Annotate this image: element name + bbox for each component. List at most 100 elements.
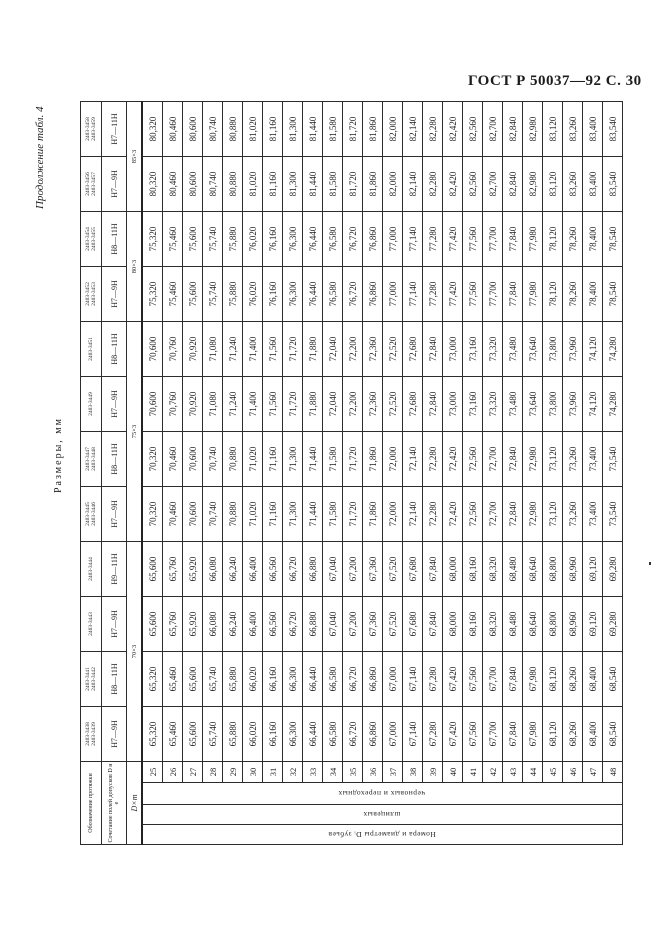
tolerance-cell: H8—11H bbox=[101, 431, 127, 487]
table-row: 41 67,560 67,560 68,160 68,160 72,560 72,560 73… bbox=[462, 101, 483, 845]
designation-cell: 2403-3451 bbox=[80, 321, 102, 377]
diameter-value: 74,120 bbox=[582, 376, 603, 432]
roughing-side-label-text: черновых и переходных bbox=[337, 789, 426, 798]
diameter-value: 65,600 bbox=[142, 541, 163, 597]
diameter-value: 82,280 bbox=[422, 156, 443, 212]
diameter-value: 73,320 bbox=[482, 376, 503, 432]
diameter-value: 77,840 bbox=[502, 211, 523, 267]
diameter-value: 65,880 bbox=[222, 651, 243, 707]
diameter-value: 67,360 bbox=[362, 541, 383, 597]
diameter-value: 70,880 bbox=[222, 486, 243, 542]
diameter-value: 66,720 bbox=[282, 596, 303, 652]
table-row: 29 65,880 65,880 66,240 66,240 70,880 70,880 71… bbox=[222, 101, 243, 845]
diameter-value: 83,260 bbox=[562, 101, 583, 157]
header-row-tolerance: Сочетание полей допусков D и e H7—9H H8—11… bbox=[101, 101, 127, 845]
diameter-value: 66,020 bbox=[242, 651, 263, 707]
designation-cell: 2403-3456 2403-3457 bbox=[80, 156, 102, 212]
diameter-value: 70,740 bbox=[202, 486, 223, 542]
tolerance-cell: H7—9H bbox=[101, 486, 127, 542]
diameter-value: 81,860 bbox=[362, 101, 383, 157]
diameter-value: 70,600 bbox=[182, 431, 203, 487]
diameter-value: 76,440 bbox=[302, 211, 323, 267]
diameter-value: 76,300 bbox=[282, 266, 303, 322]
rotated-table-frame: Обозначение протяжки 2403-3438 2403-3439 24… bbox=[80, 101, 623, 845]
diameter-value: 73,480 bbox=[502, 321, 523, 377]
diameter-value: 68,120 bbox=[542, 706, 563, 762]
diameter-value: 82,980 bbox=[522, 156, 543, 212]
diameter-value: 77,700 bbox=[482, 266, 503, 322]
diameter-value: 72,980 bbox=[522, 431, 543, 487]
tolerance-cell: H8—11H bbox=[101, 211, 127, 267]
diameter-value: 65,600 bbox=[142, 596, 163, 652]
finishing-side-label-text: шлицевых bbox=[362, 810, 401, 819]
diameter-value: 83,400 bbox=[582, 101, 603, 157]
table-row: 48 68,540 68,540 69,280 69,280 73,540 73,540 74… bbox=[602, 101, 623, 845]
tooth-number: 27 bbox=[182, 761, 203, 783]
diameter-value: 66,720 bbox=[342, 706, 363, 762]
diameter-value: 77,560 bbox=[462, 211, 483, 267]
tooth-number: 38 bbox=[402, 761, 423, 783]
diameter-value: 72,420 bbox=[442, 486, 463, 542]
tooth-number: 41 bbox=[462, 761, 483, 783]
diameter-value: 71,440 bbox=[302, 431, 323, 487]
header-row-module: D×m 70×3 75×3 80×3 85×3 bbox=[126, 101, 142, 845]
diameter-value: 67,360 bbox=[362, 596, 383, 652]
diameter-value: 67,840 bbox=[502, 651, 523, 707]
tooth-number: 35 bbox=[342, 761, 363, 783]
tooth-number: 43 bbox=[502, 761, 523, 783]
diameter-value: 66,160 bbox=[262, 651, 283, 707]
tolerance-cell: H8—11H bbox=[101, 651, 127, 707]
diameter-value: 72,560 bbox=[462, 486, 483, 542]
diameter-value: 73,000 bbox=[442, 376, 463, 432]
diameter-value: 82,280 bbox=[422, 101, 443, 157]
diameter-value: 67,700 bbox=[482, 706, 503, 762]
diameter-value: 72,520 bbox=[382, 321, 403, 377]
diameter-value: 65,320 bbox=[142, 706, 163, 762]
tooth-number: 42 bbox=[482, 761, 503, 783]
diameter-value: 67,840 bbox=[422, 596, 443, 652]
diameter-value: 83,400 bbox=[582, 156, 603, 212]
diameter-value: 65,760 bbox=[162, 596, 183, 652]
diameter-value: 68,800 bbox=[542, 541, 563, 597]
diameter-value: 67,560 bbox=[462, 706, 483, 762]
diameter-value: 66,400 bbox=[242, 596, 263, 652]
designation-line: 2403-3455 bbox=[91, 227, 97, 251]
table-row: 44 67,980 67,980 68,640 68,640 72,980 72,980 73… bbox=[522, 101, 543, 845]
designation-cell: 2403-3441 2403-3442 bbox=[80, 651, 102, 707]
diameter-value: 71,720 bbox=[342, 431, 363, 487]
tooth-number: 26 bbox=[162, 761, 183, 783]
diameter-value: 69,120 bbox=[582, 541, 603, 597]
diameter-value: 71,240 bbox=[222, 321, 243, 377]
diameter-value: 83,120 bbox=[542, 156, 563, 212]
diameter-value: 67,040 bbox=[322, 596, 343, 652]
diameter-value: 81,440 bbox=[302, 156, 323, 212]
diameter-value: 68,000 bbox=[442, 596, 463, 652]
diameter-value: 71,300 bbox=[282, 431, 303, 487]
tooth-number: 37 bbox=[382, 761, 403, 783]
diameter-value: 81,020 bbox=[242, 156, 263, 212]
designation-cell: 2403-3452 2403-3453 bbox=[80, 266, 102, 322]
tooth-number: 40 bbox=[442, 761, 463, 783]
diameter-value: 71,860 bbox=[362, 486, 383, 542]
diameter-value: 77,980 bbox=[522, 211, 543, 267]
module-cell: 75×3 bbox=[126, 321, 142, 542]
diameter-value: 78,540 bbox=[602, 211, 623, 267]
tooth-number: 33 bbox=[302, 761, 323, 783]
diameter-value: 81,160 bbox=[262, 101, 283, 157]
diameter-value: 65,740 bbox=[202, 651, 223, 707]
diameter-value: 68,260 bbox=[562, 651, 583, 707]
diameter-value: 81,300 bbox=[282, 156, 303, 212]
diameter-value: 80,880 bbox=[222, 156, 243, 212]
diameter-value: 70,740 bbox=[202, 431, 223, 487]
finishing-side-label: шлицевых bbox=[142, 804, 623, 825]
tolerance-cell: H7—9H bbox=[101, 266, 127, 322]
units-caption: Размеры, мм bbox=[53, 417, 64, 493]
diameter-value: 71,020 bbox=[242, 486, 263, 542]
diameter-value: 71,880 bbox=[302, 321, 323, 377]
diameter-value: 81,020 bbox=[242, 101, 263, 157]
diameter-value: 67,680 bbox=[402, 596, 423, 652]
diameter-value: 71,720 bbox=[282, 321, 303, 377]
diameter-value: 70,600 bbox=[142, 321, 163, 377]
designation-line: 2403-3439 bbox=[91, 722, 97, 746]
diameter-value: 69,120 bbox=[582, 596, 603, 652]
